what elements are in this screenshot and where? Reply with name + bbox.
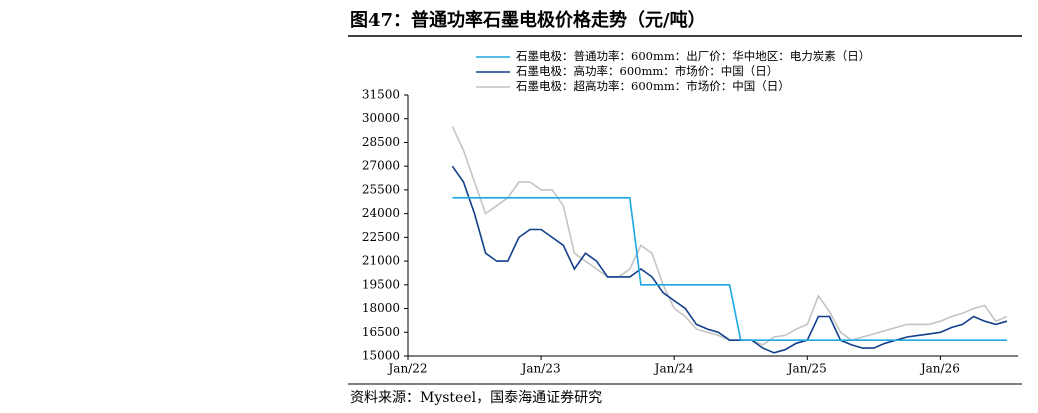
y-tick-label: 25500 <box>362 182 400 196</box>
x-tick-label: Jan/23 <box>520 362 561 376</box>
y-tick-label: 19500 <box>362 277 400 291</box>
y-tick-label: 22500 <box>362 230 400 244</box>
x-tick-label: Jan/26 <box>919 362 960 376</box>
x-tick-label: Jan/22 <box>386 362 427 376</box>
y-tick-label: 28500 <box>362 135 400 149</box>
y-tick-label: 30000 <box>362 111 400 125</box>
x-tick-label: Jan/24 <box>653 362 694 376</box>
y-tick-label: 15000 <box>362 349 400 363</box>
series-line <box>452 197 1007 341</box>
chart-title: 图47：普通功率石墨电极价格走势（元/吨） <box>350 9 706 31</box>
y-tick-label: 27000 <box>362 159 400 173</box>
source-note: 资料来源：Mysteel，国泰海通证券研究 <box>350 390 602 406</box>
series-line <box>451 165 1008 354</box>
legend-label: 石墨电极：高功率：600mm：市场价：中国（日） <box>516 64 778 78</box>
series-line <box>451 126 1008 346</box>
y-tick-label: 31500 <box>362 88 400 102</box>
y-tick-label: 21000 <box>362 254 400 268</box>
x-tick-label: Jan/25 <box>786 362 827 376</box>
y-tick-label: 18000 <box>362 301 400 315</box>
legend-label: 石墨电极：超高功率：600mm：市场价：中国（日） <box>516 79 790 93</box>
y-tick-label: 24000 <box>362 206 400 220</box>
y-tick-label: 16500 <box>362 325 400 339</box>
legend-label: 石墨电极：普通功率：600mm：出厂价：华中地区：电力炭素（日） <box>516 49 870 63</box>
